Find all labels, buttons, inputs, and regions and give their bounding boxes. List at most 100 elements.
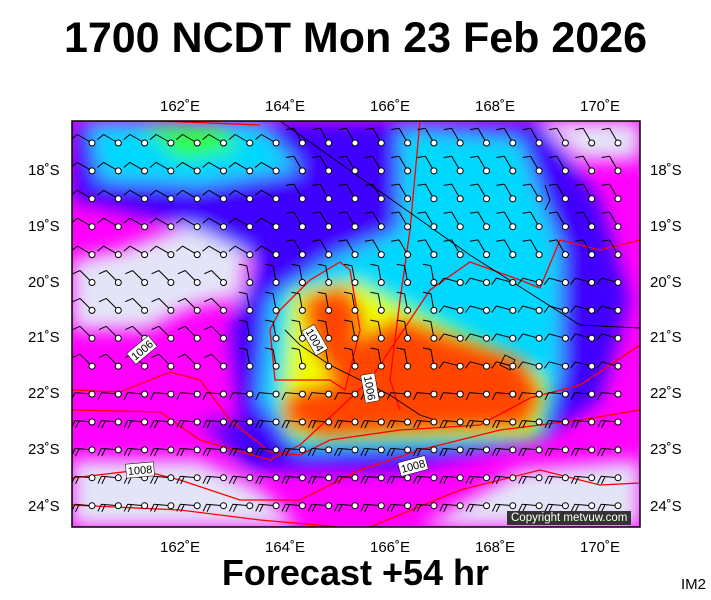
wind-station — [325, 446, 333, 454]
wind-station — [141, 167, 149, 175]
wind-station — [430, 195, 438, 203]
wind-station — [535, 195, 543, 203]
wind-station — [614, 139, 622, 147]
wind-station — [325, 502, 333, 510]
wind-station — [272, 474, 280, 482]
wind-station — [509, 362, 517, 370]
wind-station — [430, 502, 438, 510]
wind-station — [404, 223, 412, 231]
wind-station — [377, 362, 385, 370]
wind-station — [614, 195, 622, 203]
wind-station — [325, 474, 333, 482]
wind-station — [483, 167, 490, 175]
wind-station — [298, 334, 306, 342]
lat-label: 19˚S — [28, 218, 60, 235]
wind-station — [404, 446, 412, 454]
wind-station — [561, 390, 569, 398]
wind-station — [246, 334, 254, 342]
wind-station — [298, 390, 306, 398]
wind-station — [114, 139, 122, 147]
wind-station — [193, 195, 201, 203]
wind-station — [88, 362, 96, 370]
wind-station — [614, 418, 622, 426]
wind-station — [483, 334, 490, 342]
wind-station — [377, 167, 385, 175]
isobar-label: 1008 — [127, 464, 152, 478]
lat-label: 18˚S — [28, 162, 60, 179]
lon-label: 168˚E — [475, 98, 516, 115]
wind-station — [88, 474, 96, 482]
wind-station — [377, 446, 385, 454]
wind-station — [88, 139, 96, 147]
wind-station — [588, 502, 596, 510]
wind-station — [614, 474, 622, 482]
wind-station — [114, 279, 122, 286]
wind-station — [246, 390, 254, 398]
wind-station — [141, 306, 149, 314]
wind-station — [114, 167, 122, 175]
wind-station — [325, 362, 333, 370]
wind-station — [298, 139, 306, 147]
wind-station — [167, 279, 175, 286]
wind-station — [404, 334, 412, 342]
wind-station — [377, 251, 385, 259]
wind-station — [483, 306, 490, 314]
wind-station — [246, 139, 254, 147]
wind-station — [509, 223, 517, 231]
map-frame — [71, 120, 641, 528]
wind-station — [588, 167, 596, 175]
wind-station — [325, 167, 333, 175]
wind-station — [351, 446, 359, 454]
wind-station — [509, 502, 517, 510]
wind-station — [246, 362, 254, 370]
wind-station — [430, 334, 438, 342]
wind-station — [509, 446, 517, 454]
wind-station — [404, 195, 412, 203]
wind-station — [535, 334, 543, 342]
wind-station — [193, 418, 201, 426]
wind-station — [614, 390, 622, 398]
wind-station — [193, 139, 201, 147]
wind-station — [193, 362, 201, 370]
wind-station — [272, 279, 280, 286]
wind-station — [561, 446, 569, 454]
wind-station — [167, 223, 175, 231]
wind-station — [114, 446, 122, 454]
rainfall-field — [72, 121, 640, 527]
wind-station — [272, 418, 280, 426]
wind-station — [509, 474, 517, 482]
wind-station — [377, 418, 385, 426]
wind-station — [88, 167, 96, 175]
wind-station — [88, 334, 96, 342]
wind-station — [193, 279, 201, 286]
wind-station — [88, 251, 96, 259]
wind-station — [246, 474, 254, 482]
wind-station — [325, 139, 333, 147]
wind-station — [588, 362, 596, 370]
wind-station — [220, 279, 227, 286]
wind-station — [114, 223, 122, 231]
wind-station — [141, 251, 149, 259]
lon-label: 166˚E — [370, 539, 411, 556]
wind-station — [193, 474, 201, 482]
wind-station — [325, 223, 333, 231]
wind-station — [298, 251, 306, 259]
wind-station — [614, 167, 622, 175]
wind-station — [114, 474, 122, 482]
wind-station — [246, 195, 254, 203]
wind-station — [535, 279, 543, 286]
wind-station — [114, 362, 122, 370]
wind-station — [246, 502, 254, 510]
wind-station — [535, 502, 543, 510]
wind-station — [298, 502, 306, 510]
wind-station — [561, 195, 569, 203]
wind-station — [535, 139, 543, 147]
wind-station — [141, 195, 149, 203]
lon-label: 162˚E — [160, 98, 201, 115]
wind-station — [509, 279, 517, 286]
wind-station — [246, 306, 254, 314]
wind-station — [88, 195, 96, 203]
wind-station — [509, 306, 517, 314]
wind-station — [509, 139, 517, 147]
